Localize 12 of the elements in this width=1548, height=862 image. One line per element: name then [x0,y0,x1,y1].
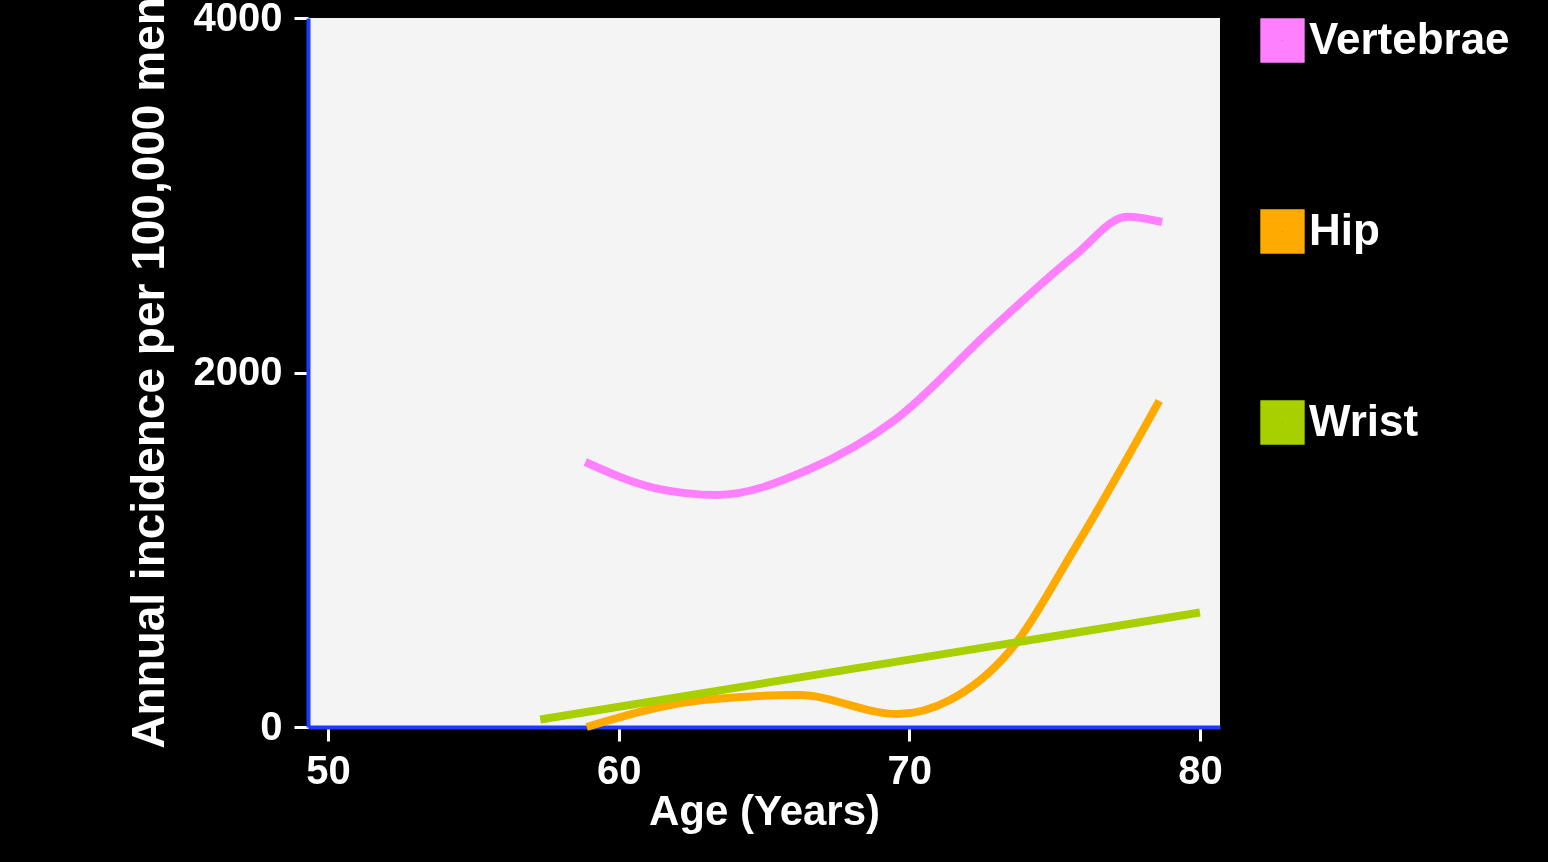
y-tick-label: 4000 [193,0,283,39]
y-axis-title: Annual incidence per 100,000 men [121,0,174,749]
legend-label: Wrist [1309,395,1419,445]
x-tick-label: 60 [596,747,642,792]
x-tick-label: 70 [887,747,933,792]
x-tick-label: 50 [306,747,351,792]
y-tick-label: 2000 [193,349,283,393]
y-tick-label: 0 [260,703,283,748]
x-tick-label: 80 [1178,747,1223,792]
legend-label: Hip [1309,204,1380,254]
legend-label: Vertebrae [1309,13,1510,63]
x-axis-title: Age (Years) [648,786,881,834]
